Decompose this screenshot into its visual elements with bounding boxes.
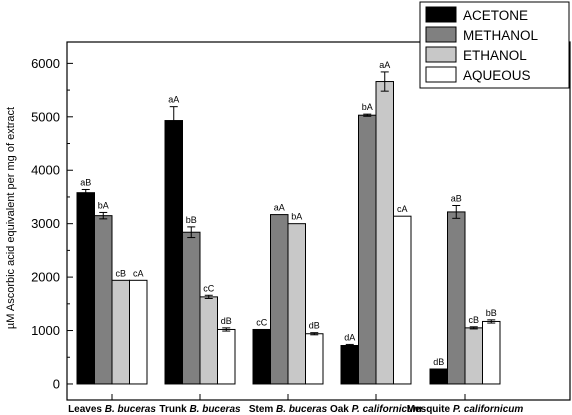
significance-label: bB [186,215,197,225]
significance-label: bB [486,308,497,318]
bar-ethanol-4 [375,81,394,385]
y-tick-label: 5000 [31,109,60,124]
bar-aqueous-4 [393,215,412,385]
category-label: Stem B. buceras [249,404,328,415]
significance-label: aB [80,177,91,187]
significance-label: dB [433,357,444,367]
bar-aqueous-5 [482,320,501,385]
significance-label: cA [397,204,408,214]
bar-methanol-2 [182,231,201,385]
y-tick-label: 3000 [31,216,60,231]
category-label: Oak P. californicum [330,404,422,415]
bar-methanol-5 [447,211,466,385]
bar-ethanol-1 [111,279,130,385]
bars: aB bA cB cA aA bB cC dB cC aA bA dB dA bA aA cA dB aB cB bB [76,60,501,385]
legend-label-ethanol: ETHANOL [463,48,527,63]
plot-border [66,41,571,401]
bar-aqueous-2 [217,328,236,385]
bar-acetone-1 [76,192,95,385]
bar-aqueous-1 [129,279,148,385]
y-tick-label: 6000 [31,56,60,71]
bar-acetone-4 [340,344,359,385]
y-axis: 0 1000 2000 3000 4000 5000 6000 [31,56,73,391]
significance-label: cB [468,315,479,325]
significance-label: dB [309,321,320,331]
bar-methanol-3 [270,214,289,385]
legend-swatch-aqueous [425,66,457,83]
legend: ACETONE METHANOL ETHANOL AQUEOUS [419,1,570,89]
bar-ethanol-2 [199,296,218,385]
category-label: Trunk B. buceras [159,404,241,415]
y-tick-label: 0 [53,376,60,391]
bar-acetone-2 [164,120,183,385]
significance-label: cB [115,268,126,278]
bar-aqueous-3 [305,333,324,385]
significance-label: cC [203,283,215,293]
significance-label: bA [291,212,302,222]
bar-ethanol-5 [464,327,483,385]
significance-label: cC [256,317,268,327]
legend-swatch-acetone [425,6,457,23]
significance-label: aB [451,194,462,204]
bar-methanol-1 [94,215,113,385]
bar-acetone-3 [252,328,271,385]
y-tick-label: 4000 [31,163,60,178]
significance-label: cA [133,268,144,278]
category-label: Leaves B. buceras [68,404,156,415]
significance-label: bA [98,200,109,210]
x-axis: Leaves B. buceras Trunk B. buceras Stem B.… [68,394,523,415]
significance-label: aA [379,60,390,70]
significance-label: dB [221,316,232,326]
legend-label-methanol: METHANOL [463,28,539,43]
category-label: Mesquite P. californicum [407,404,524,415]
bar-ethanol-3 [287,223,306,385]
bar-methanol-4 [358,114,377,385]
y-tick-label: 1000 [31,323,60,338]
legend-label-aqueous: AQUEOUS [463,68,531,83]
y-axis-label: µM Ascorbic acid equivalent per mg of ex… [5,107,17,329]
significance-label: aA [274,203,285,213]
legend-swatch-ethanol [425,46,457,63]
significance-label: bA [362,102,373,112]
legend-swatch-methanol [425,26,457,43]
plot-frame [66,41,571,401]
legend-label-acetone: ACETONE [463,8,528,23]
y-tick-label: 2000 [31,270,60,285]
bar-acetone-5 [429,368,448,385]
significance-label: dA [344,332,355,342]
significance-label: aA [168,95,179,105]
